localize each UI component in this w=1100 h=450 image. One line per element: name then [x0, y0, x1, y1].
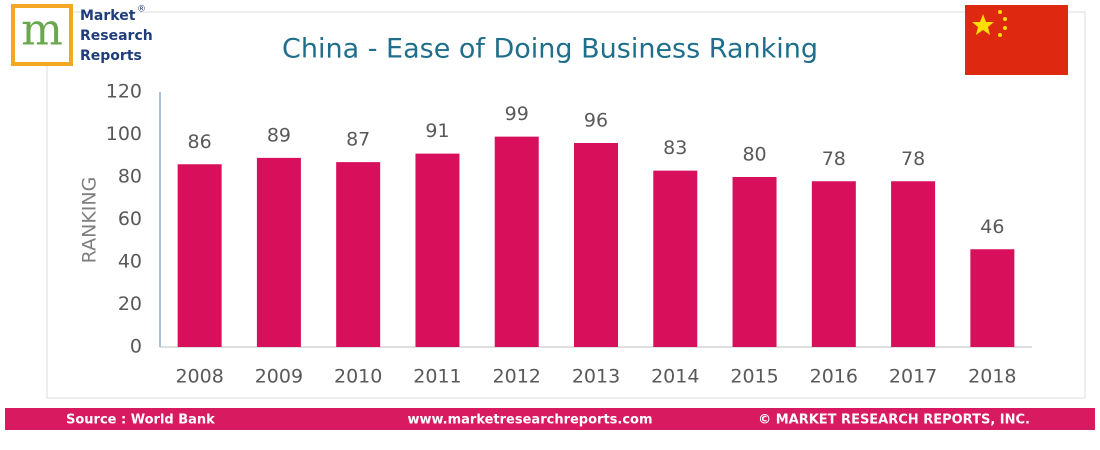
bar — [494, 136, 539, 347]
footer-source: Source : World Bank — [66, 413, 215, 428]
y-tick-label: 100 — [106, 123, 142, 145]
china-flag — [965, 5, 1068, 75]
x-tick-label: 2010 — [334, 366, 382, 388]
bar — [891, 181, 936, 347]
data-label: 91 — [425, 120, 449, 142]
logo-text: Reports — [80, 48, 142, 64]
y-tick-label: 40 — [118, 251, 142, 273]
chart-title: China - Ease of Doing Business Ranking — [282, 34, 818, 65]
x-tick-label: 2015 — [730, 366, 778, 388]
data-label: 87 — [346, 129, 370, 151]
data-label: 96 — [584, 110, 608, 132]
data-label: 86 — [188, 131, 212, 153]
footer-url: www.marketresearchreports.com — [407, 413, 652, 428]
x-tick-label: 2016 — [810, 366, 858, 388]
x-tick-label: 2008 — [175, 366, 223, 388]
logo-mark: m — [21, 5, 63, 56]
bar — [653, 170, 698, 347]
bar — [415, 153, 460, 347]
y-tick-label: 20 — [118, 293, 142, 315]
data-label: 46 — [980, 216, 1004, 238]
bar — [811, 181, 856, 347]
footer-copyright: © MARKET RESEARCH REPORTS, INC. — [758, 413, 1030, 428]
bar — [732, 177, 777, 347]
bar — [256, 157, 301, 347]
x-tick-label: 2011 — [413, 366, 461, 388]
data-label: 78 — [901, 148, 925, 170]
logo-text: Research — [80, 28, 153, 44]
logo-registered: ® — [137, 5, 146, 15]
x-tick-label: 2017 — [889, 366, 937, 388]
logo-text: Market — [80, 8, 136, 24]
x-tick-label: 2009 — [255, 366, 303, 388]
y-tick-label: 60 — [118, 208, 142, 230]
data-label: 99 — [505, 103, 529, 125]
y-axis-label: RANKING — [79, 177, 101, 264]
x-tick-label: 2018 — [968, 366, 1016, 388]
y-tick-label: 0 — [130, 336, 142, 358]
bar — [970, 249, 1015, 347]
bar — [336, 162, 381, 347]
data-label: 78 — [822, 148, 846, 170]
data-label: 89 — [267, 124, 291, 146]
x-tick-label: 2013 — [572, 366, 620, 388]
logo-box — [11, 4, 73, 66]
bar — [574, 143, 618, 347]
x-tick-label: 2014 — [651, 366, 699, 388]
data-label: 83 — [663, 137, 687, 159]
bar — [177, 164, 222, 347]
y-tick-label: 120 — [106, 81, 142, 103]
x-tick-label: 2012 — [493, 366, 541, 388]
chart-frame — [46, 11, 1086, 399]
data-label: 80 — [742, 144, 766, 166]
footer-band — [5, 408, 1095, 430]
y-tick-label: 80 — [118, 166, 142, 188]
